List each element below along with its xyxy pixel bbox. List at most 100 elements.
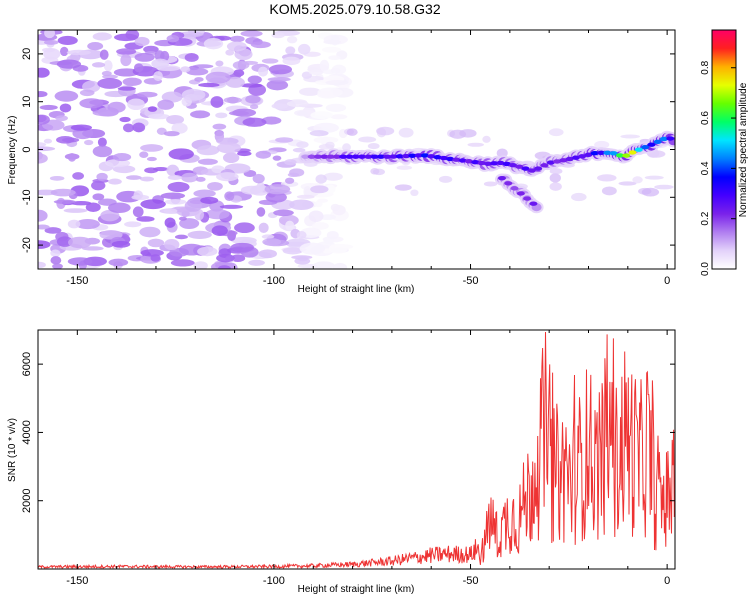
- spectrogram-cell: [96, 172, 108, 181]
- spectrogram-cell: [186, 67, 209, 76]
- spectrogram-cell: [72, 172, 84, 180]
- x-tick-label: -50: [463, 575, 479, 587]
- spectrogram-cell: [178, 216, 187, 221]
- spectrogram-cell: [210, 96, 224, 108]
- spectrogram-cell: [296, 231, 307, 239]
- spectrogram-cell: [230, 254, 246, 262]
- y-tick-label: 6000: [21, 352, 33, 376]
- spectrogram-cell: [163, 208, 178, 214]
- spectrogram-cell: [43, 138, 53, 144]
- ridge-cell: [647, 142, 656, 147]
- ridge-cell: [497, 175, 506, 181]
- spectrogram-cell: [358, 136, 377, 143]
- spectrogram-cell: [207, 182, 223, 191]
- spectrogram-cell: [240, 30, 263, 37]
- spectrogram-cell: [167, 181, 190, 193]
- spectrogram-cell: [310, 185, 329, 194]
- spectrogram-cell: [439, 175, 453, 183]
- spectrogram-cell: [449, 129, 467, 139]
- y-tick-label: -10: [21, 189, 33, 205]
- spectrogram-x-label: Height of straight line (km): [298, 284, 415, 295]
- spectrogram-cell: [299, 87, 321, 96]
- spectrogram-cell: [163, 130, 180, 137]
- spectrogram-cell: [167, 175, 183, 181]
- spectrogram-cell: [297, 43, 311, 55]
- spectrogram-cell: [234, 48, 253, 61]
- spectrogram-cell: [181, 172, 199, 183]
- spectrogram-cell: [266, 79, 289, 91]
- spectrogram-cell: [197, 246, 218, 257]
- spectrogram-cell: [222, 152, 240, 164]
- spectrogram-cell: [194, 77, 204, 82]
- spectrogram-cell: [620, 134, 641, 139]
- spectrogram-cell: [92, 109, 119, 117]
- spectrogram-cell: [654, 184, 674, 190]
- spectrogram-cell: [100, 209, 120, 222]
- ridge-cell: [477, 160, 486, 166]
- spectrogram-cell: [108, 178, 122, 185]
- y-tick-label: -20: [21, 237, 33, 253]
- ridge-cell: [534, 166, 543, 171]
- spectrogram-cell: [367, 142, 380, 150]
- spectrogram-cell: [99, 49, 109, 60]
- spectrogram-cell: [258, 222, 269, 234]
- figure-title: KOM5.2025.079.10.58.G32: [269, 1, 440, 17]
- x-tick-label: 0: [664, 575, 670, 587]
- spectrogram-cell: [153, 71, 163, 82]
- spectrogram-cell: [398, 127, 414, 138]
- ridge-cell: [504, 181, 513, 186]
- ridge-cell: [565, 156, 574, 162]
- spectrogram-cell: [164, 238, 180, 251]
- spectrogram-cell: [140, 176, 155, 182]
- spectrogram-cell: [308, 69, 324, 76]
- spectrogram-cell: [313, 261, 335, 269]
- spectrogram-cell: [180, 66, 191, 73]
- spectrogram-cell: [146, 156, 157, 162]
- spectrogram-cell: [255, 150, 272, 159]
- y-tick-label: 4000: [21, 420, 33, 444]
- spectrogram-cell: [107, 202, 131, 214]
- snr-series-line: [38, 331, 675, 569]
- spectrogram-cell: [289, 199, 314, 211]
- x-tick-label: 0: [664, 275, 670, 287]
- x-tick-label: -150: [66, 575, 88, 587]
- spectrogram-cell: [216, 253, 235, 263]
- spectrogram-cell: [38, 240, 51, 249]
- spectrogram-cell: [170, 259, 195, 267]
- spectrogram-cell: [113, 68, 139, 77]
- spectrogram-cell: [297, 256, 309, 262]
- spectrogram-cell: [483, 181, 498, 187]
- ridge-cell: [427, 154, 436, 159]
- ridge-cell: [634, 147, 643, 152]
- ridge-cell: [307, 154, 316, 159]
- spectrogram-cell: [237, 151, 252, 157]
- ridge-cell: [527, 168, 536, 173]
- spectrogram-cell: [203, 38, 224, 50]
- spectrogram-cell: [325, 79, 349, 86]
- ridge-cell: [529, 201, 538, 206]
- spectrogram-cell: [85, 202, 101, 212]
- spectrogram-cell: [147, 106, 158, 112]
- spectrogram-cell: [38, 146, 56, 152]
- spectrogram-cell: [311, 222, 329, 230]
- ridge-cell: [516, 191, 525, 196]
- spectrogram-cell: [313, 136, 339, 144]
- ridge-cell: [345, 154, 354, 159]
- spectrogram-cell: [216, 142, 241, 154]
- ridge-cell: [628, 150, 637, 155]
- spectrogram-cell: [136, 216, 155, 222]
- spectrogram-cell: [68, 236, 92, 249]
- spectrogram-cell: [49, 175, 65, 181]
- colorbar-tick-label: 0.0: [700, 262, 711, 276]
- ridge-cell: [339, 154, 348, 159]
- spectrogram-cell: [144, 167, 159, 174]
- spectrogram-cell: [166, 34, 180, 43]
- ridge-cell: [510, 186, 519, 191]
- spectrogram-cell: [59, 103, 72, 113]
- spectrogram-cell: [549, 173, 561, 183]
- spectrogram-cell: [292, 147, 306, 153]
- spectrogram-cell: [267, 77, 291, 82]
- ridge-cell: [483, 161, 492, 166]
- spectrogram-cell: [127, 98, 145, 111]
- spectrogram-y-ticks: -20 -10 0 10 20: [21, 48, 675, 253]
